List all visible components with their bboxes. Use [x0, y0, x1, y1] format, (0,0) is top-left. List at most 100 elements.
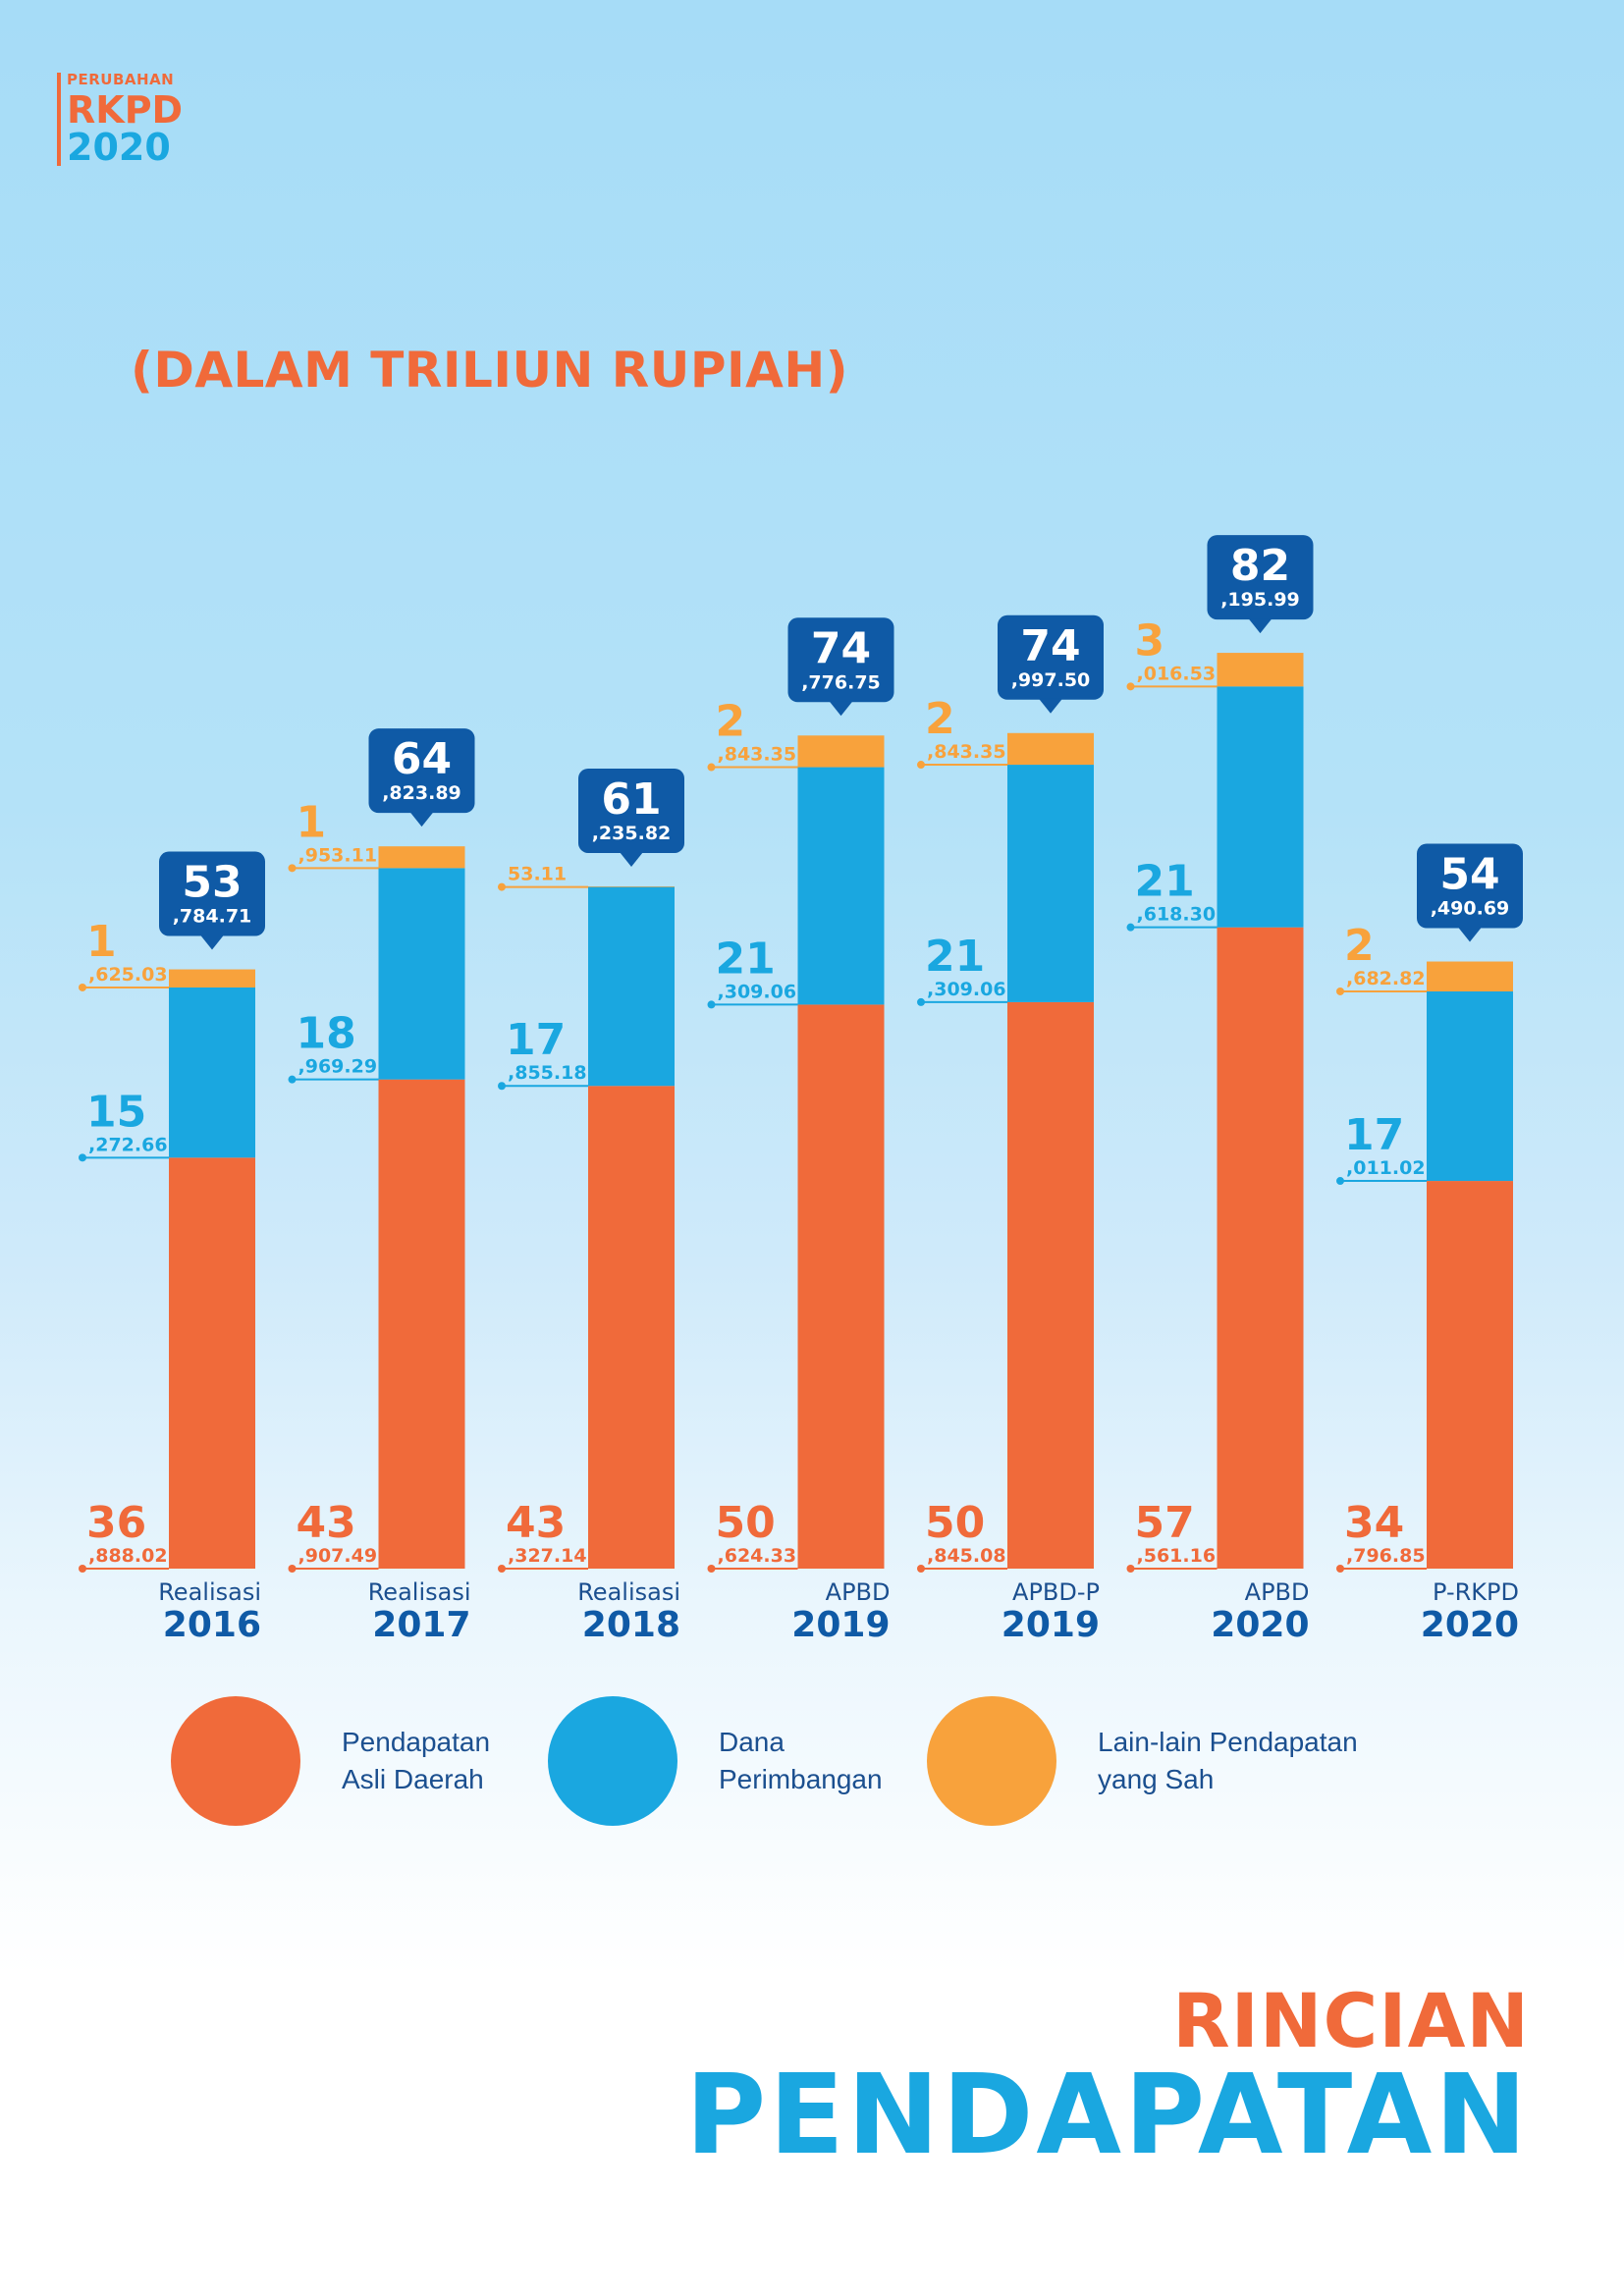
category-label-0: Realisasi: [158, 1578, 261, 1606]
leader-dot-pad-1: [288, 1565, 297, 1573]
legend-label-lain-line1: Lain-lain Pendapatan: [1098, 1727, 1358, 1757]
value-small-pad-2: ,327.14: [508, 1545, 587, 1567]
legend-label-lain-line2: yang Sah: [1098, 1764, 1215, 1794]
leader-dot-lain-0: [79, 983, 86, 991]
leader-dot-pad-5: [1126, 1565, 1135, 1573]
total-callout-pointer-1: [409, 812, 434, 828]
category-year-2: 2018: [582, 1605, 680, 1645]
value-small-lain-2: 53.11: [508, 864, 567, 885]
value-small-pad-3: ,624.33: [718, 1545, 797, 1567]
leader-dot-pad-3: [707, 1565, 716, 1573]
value-big-pad-4: 50: [925, 1498, 985, 1548]
total-callout-4: [998, 614, 1104, 700]
value-big-pad-2: 43: [506, 1498, 566, 1548]
legend-label-dana-line2: Perimbangan: [719, 1764, 883, 1794]
bar-dana-1: [378, 868, 465, 1080]
legend: Pendapatan Asli Daerah Dana Perimbangan …: [0, 1696, 1624, 1834]
legend-label-pad-line1: Pendapatan: [342, 1727, 491, 1757]
value-big-lain-5: 3: [1135, 615, 1165, 666]
value-big-dana-6: 17: [1344, 1110, 1404, 1160]
leader-dot-dana-5: [1126, 923, 1135, 932]
total-big-3: 74: [811, 623, 871, 673]
title-rincian: RINCIAN: [1172, 1977, 1530, 2064]
value-big-lain-1: 1: [297, 797, 327, 847]
brand-rkpd: RKPD: [67, 88, 184, 132]
brand-logo: PERUBAHAN RKPD 2020: [57, 73, 183, 166]
value-small-pad-5: ,561.16: [1137, 1545, 1217, 1567]
category-label-5: APBD: [1245, 1578, 1310, 1606]
leader-dot-lain-6: [1336, 987, 1344, 995]
category-label-6: P-RKPD: [1433, 1578, 1519, 1606]
value-small-lain-6: ,682.82: [1346, 968, 1426, 989]
total-small-1: ,823.89: [382, 782, 461, 804]
category-year-4: 2019: [1001, 1605, 1100, 1645]
bar-pad-0: [169, 1157, 255, 1569]
total-big-4: 74: [1020, 621, 1080, 671]
total-callout-5: [1207, 535, 1314, 620]
legend-label-pad-line2: Asli Daerah: [342, 1764, 484, 1794]
bar-lain-2: [588, 885, 675, 887]
value-big-dana-2: 17: [506, 1015, 566, 1065]
value-small-lain-3: ,843.35: [718, 744, 797, 766]
bar-pad-3: [797, 1004, 885, 1569]
bar-pad-5: [1217, 927, 1304, 1569]
leader-dot-dana-4: [917, 997, 925, 1006]
value-small-lain-4: ,843.35: [927, 741, 1006, 763]
leader-dot-lain-3: [707, 763, 716, 772]
total-small-3: ,776.75: [801, 671, 881, 693]
value-big-lain-6: 2: [1344, 921, 1375, 971]
leader-dot-dana-2: [498, 1082, 506, 1091]
value-small-dana-2: ,855.18: [508, 1062, 587, 1084]
legend-label-pad: Pendapatan Asli Daerah: [342, 1724, 626, 1798]
category-year-3: 2019: [791, 1605, 890, 1645]
legend-item-pad: Pendapatan Asli Daerah: [171, 1696, 626, 1826]
bar-lain-5: [1217, 653, 1304, 687]
title-pendapatan: PENDAPATAN: [685, 2052, 1530, 2179]
total-small-5: ,195.99: [1220, 589, 1300, 611]
total-small-6: ,490.69: [1431, 898, 1510, 920]
value-big-dana-4: 21: [925, 932, 985, 982]
value-big-pad-0: 36: [86, 1498, 146, 1548]
bar-pad-6: [1427, 1181, 1513, 1569]
total-big-2: 61: [601, 774, 661, 825]
value-small-dana-4: ,309.06: [927, 979, 1006, 1000]
value-small-lain-5: ,016.53: [1137, 663, 1217, 684]
total-callout-1: [368, 728, 475, 814]
value-big-dana-1: 18: [297, 1009, 356, 1059]
total-callout-pointer-6: [1458, 927, 1482, 942]
bar-pad-2: [588, 1086, 675, 1569]
total-big-0: 53: [182, 858, 242, 908]
leader-dot-dana-0: [79, 1153, 86, 1162]
legend-item-dana: Dana Perimbangan: [548, 1696, 1003, 1826]
unit-label: (DALAM TRILIUN RUPIAH): [131, 342, 849, 399]
value-small-lain-1: ,953.11: [298, 844, 378, 866]
bar-dana-3: [797, 767, 885, 1005]
value-small-dana-0: ,272.66: [88, 1134, 168, 1155]
bar-pad-4: [1007, 1001, 1094, 1569]
value-small-dana-6: ,011.02: [1346, 1157, 1426, 1179]
bar-lain-4: [1007, 732, 1094, 766]
total-callout-pointer-0: [200, 934, 224, 950]
bar-lain-3: [797, 735, 885, 768]
leader-dot-dana-1: [288, 1075, 297, 1084]
value-small-pad-1: ,907.49: [298, 1545, 378, 1567]
leader-dot-pad-6: [1336, 1565, 1344, 1573]
bar-lain-0: [169, 969, 255, 988]
value-big-dana-0: 15: [86, 1087, 146, 1137]
value-big-dana-3: 21: [716, 934, 776, 984]
value-big-pad-5: 57: [1135, 1498, 1195, 1548]
total-callout-pointer-2: [620, 851, 643, 867]
legend-label-lain: Lain-lain Pendapatan yang Sah: [1098, 1724, 1382, 1798]
legend-label-dana-line1: Dana: [719, 1727, 785, 1757]
legend-dot-pad: [171, 1696, 300, 1826]
brand-perubahan: PERUBAHAN: [67, 71, 175, 88]
value-big-dana-5: 21: [1135, 857, 1195, 907]
leader-dot-pad-2: [498, 1565, 506, 1573]
total-small-4: ,997.50: [1011, 669, 1091, 691]
total-callout-2: [578, 768, 684, 853]
value-small-dana-5: ,618.30: [1137, 904, 1217, 926]
bar-dana-5: [1217, 686, 1304, 928]
bar-dana-6: [1427, 990, 1513, 1182]
leader-dot-lain-4: [917, 761, 925, 770]
bar-dana-0: [169, 987, 255, 1158]
